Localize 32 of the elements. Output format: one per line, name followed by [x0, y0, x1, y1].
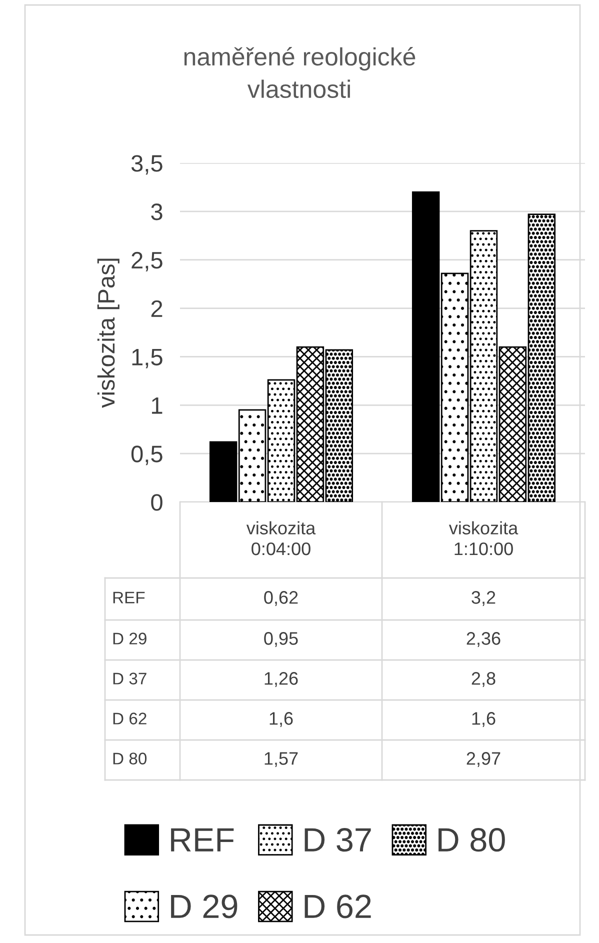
y-tick-label: 0 — [151, 494, 162, 511]
data-label: 3,2 — [472, 591, 496, 606]
x-tick-label: viskozita 1:10:00 — [448, 521, 518, 556]
data-label: 0,62 — [264, 591, 298, 606]
data-label: 2,36 — [466, 632, 500, 647]
text: REF — [113, 592, 145, 604]
chart-title: naměřené reologické vlastnosti — [184, 47, 416, 98]
y-tick-label: 0,5 — [131, 446, 162, 466]
data-label: 1,57 — [264, 752, 298, 767]
y-tick-label: 2 — [151, 300, 162, 317]
legend-label: REF — [171, 828, 234, 852]
text: D 80 — [113, 752, 147, 764]
data-label: 2,97 — [466, 752, 500, 767]
y-tick-label: 1 — [152, 397, 162, 414]
legend-label: D 80 — [438, 828, 505, 852]
legend-label: D 62 — [304, 894, 371, 918]
x-tick-label: viskozita 0:04:00 — [246, 521, 316, 556]
data-label: 2,8 — [472, 672, 496, 687]
data-label: 0,95 — [264, 632, 298, 647]
data-label: 1,26 — [264, 672, 298, 687]
y-tick-label: 1,5 — [132, 349, 162, 368]
y-tick-label: 3,5 — [131, 155, 162, 175]
legend-label: D 29 — [171, 894, 238, 918]
data-label: 1,6 — [472, 712, 496, 727]
legend-label: D 37 — [304, 828, 371, 852]
text: D 29 — [113, 632, 146, 644]
y-tick-label: 3 — [151, 203, 162, 220]
text: D 62 — [113, 712, 146, 724]
text: D 37 — [113, 672, 146, 684]
y-tick-label: 2,5 — [132, 252, 162, 272]
y-axis-title: viskozita [Pas] — [97, 258, 120, 408]
data-label: 1,6 — [270, 712, 293, 727]
